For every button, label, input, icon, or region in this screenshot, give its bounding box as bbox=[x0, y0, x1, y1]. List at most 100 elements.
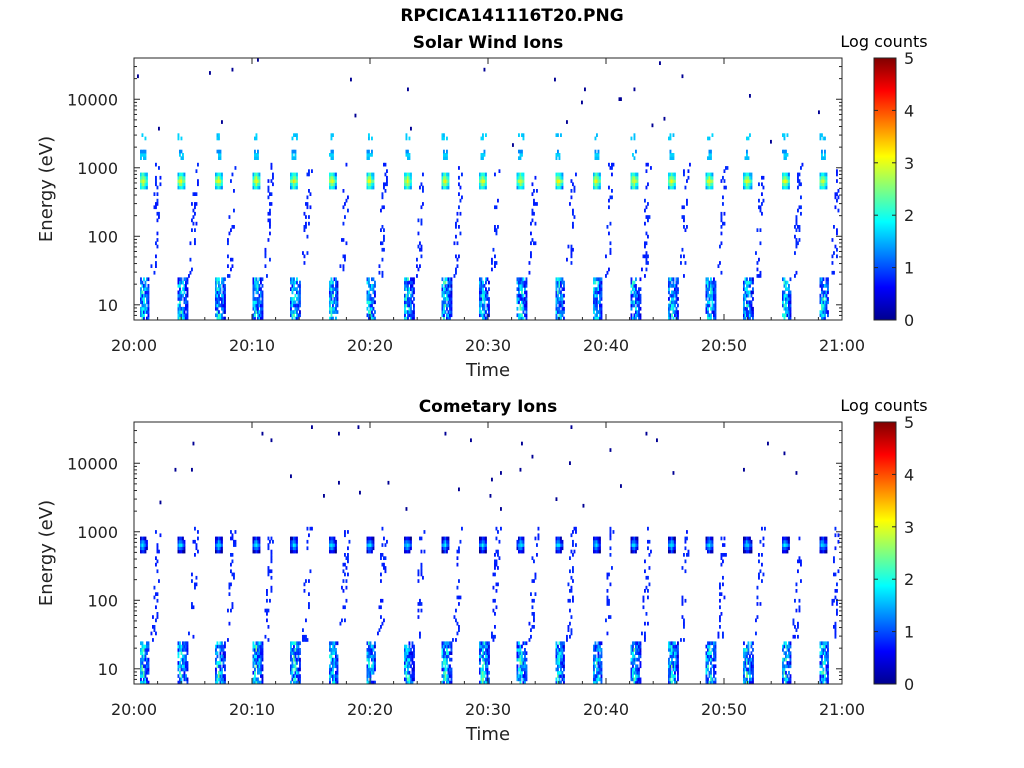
heatmap-cell bbox=[342, 569, 345, 574]
heatmap-cell bbox=[717, 264, 720, 268]
heatmap-cell bbox=[258, 543, 261, 547]
heatmap-cell bbox=[191, 467, 193, 472]
heatmap-cell bbox=[524, 648, 526, 652]
heatmap-cell bbox=[668, 670, 670, 675]
heatmap-cell bbox=[821, 313, 823, 318]
heatmap-cell bbox=[177, 136, 180, 141]
heatmap-cell bbox=[443, 172, 445, 177]
heatmap-cell bbox=[405, 133, 408, 137]
heatmap-cell bbox=[711, 179, 714, 183]
heatmap-cell bbox=[221, 543, 223, 547]
heatmap-cell bbox=[483, 297, 486, 301]
heatmap-cell bbox=[179, 179, 181, 183]
heatmap-cell bbox=[563, 644, 565, 649]
heatmap-cell bbox=[558, 175, 561, 180]
heatmap-cell bbox=[824, 153, 826, 157]
heatmap-cell bbox=[669, 300, 672, 305]
heatmap-cell bbox=[482, 313, 484, 318]
heatmap-cell bbox=[500, 471, 502, 475]
heatmap-cell bbox=[560, 293, 562, 298]
heatmap-cell bbox=[405, 149, 408, 154]
heatmap-cell bbox=[798, 598, 801, 603]
heatmap-cell bbox=[180, 677, 183, 682]
heatmap-cell bbox=[708, 680, 711, 685]
heatmap-cell bbox=[675, 300, 678, 305]
heatmap-cell bbox=[458, 549, 460, 554]
heatmap-cell bbox=[561, 651, 564, 655]
heatmap-cell bbox=[443, 648, 445, 652]
heatmap-cell bbox=[366, 677, 369, 682]
heatmap-cell bbox=[408, 539, 411, 544]
heatmap-cell bbox=[404, 677, 406, 682]
heatmap-cell bbox=[752, 654, 754, 659]
heatmap-cell bbox=[822, 303, 825, 308]
heatmap-cell bbox=[521, 661, 523, 665]
heatmap-cell bbox=[342, 264, 345, 268]
heatmap-cell bbox=[525, 313, 528, 318]
heatmap-cell bbox=[179, 644, 181, 649]
heatmap-cell bbox=[711, 536, 714, 541]
heatmap-cell bbox=[218, 670, 220, 675]
heatmap-cell bbox=[557, 179, 559, 183]
heatmap-cell bbox=[822, 680, 825, 685]
heatmap-cell bbox=[798, 556, 801, 560]
heatmap-cell bbox=[408, 644, 411, 649]
heatmap-cell bbox=[609, 247, 612, 252]
heatmap-cell bbox=[408, 654, 411, 659]
heatmap-cell bbox=[372, 179, 375, 183]
heatmap-cell bbox=[638, 287, 640, 291]
heatmap-cell bbox=[447, 179, 450, 183]
heatmap-cell bbox=[221, 297, 223, 301]
heatmap-cell bbox=[155, 179, 157, 183]
heatmap-cell bbox=[636, 670, 639, 675]
heatmap-cell bbox=[819, 182, 822, 187]
heatmap-cell bbox=[450, 670, 453, 675]
heatmap-cell bbox=[183, 657, 186, 662]
heatmap-cell bbox=[593, 316, 595, 321]
heatmap-cell bbox=[747, 536, 750, 541]
heatmap-cell bbox=[411, 313, 414, 318]
heatmap-cell bbox=[270, 556, 273, 560]
heatmap-cell bbox=[258, 300, 261, 305]
heatmap-cell bbox=[444, 172, 447, 177]
heatmap-cell bbox=[822, 172, 825, 177]
heatmap-cell bbox=[384, 162, 387, 167]
heatmap-cell bbox=[821, 156, 823, 160]
heatmap-cell bbox=[311, 425, 313, 429]
heatmap-cell bbox=[635, 674, 637, 678]
heatmap-cell bbox=[488, 280, 490, 285]
heatmap-cell bbox=[485, 310, 487, 314]
heatmap-cell bbox=[368, 661, 370, 665]
heatmap-cell bbox=[141, 179, 144, 183]
heatmap-cell bbox=[185, 287, 187, 291]
heatmap-cell bbox=[156, 546, 159, 551]
heatmap-cell bbox=[252, 536, 255, 541]
heatmap-cell bbox=[372, 543, 375, 547]
heatmap-cell bbox=[447, 664, 450, 669]
heatmap-cell bbox=[789, 290, 792, 295]
heatmap-cell bbox=[635, 284, 637, 288]
heatmap-cell bbox=[819, 172, 822, 177]
heatmap-cell bbox=[345, 162, 348, 167]
heatmap-cell bbox=[597, 670, 600, 675]
heatmap-cell bbox=[444, 661, 447, 665]
heatmap-cell bbox=[821, 536, 823, 541]
heatmap-cell bbox=[668, 316, 670, 321]
heatmap-cell bbox=[296, 661, 298, 665]
heatmap-cell bbox=[141, 543, 144, 547]
heatmap-cell bbox=[221, 536, 223, 541]
heatmap-cell bbox=[218, 136, 220, 141]
heatmap-cell bbox=[747, 182, 750, 187]
heatmap-cell bbox=[782, 539, 784, 544]
heatmap-cell bbox=[422, 202, 424, 206]
heatmap-cell bbox=[825, 543, 828, 547]
heatmap-cell bbox=[195, 169, 198, 173]
heatmap-cell bbox=[185, 316, 187, 321]
heatmap-cell bbox=[335, 654, 337, 659]
heatmap-cell bbox=[218, 674, 220, 678]
heatmap-cell bbox=[746, 149, 748, 154]
heatmap-cell bbox=[536, 189, 538, 193]
heatmap-cell bbox=[783, 290, 786, 295]
heatmap-cell bbox=[752, 306, 754, 311]
heatmap-cell bbox=[485, 680, 487, 685]
